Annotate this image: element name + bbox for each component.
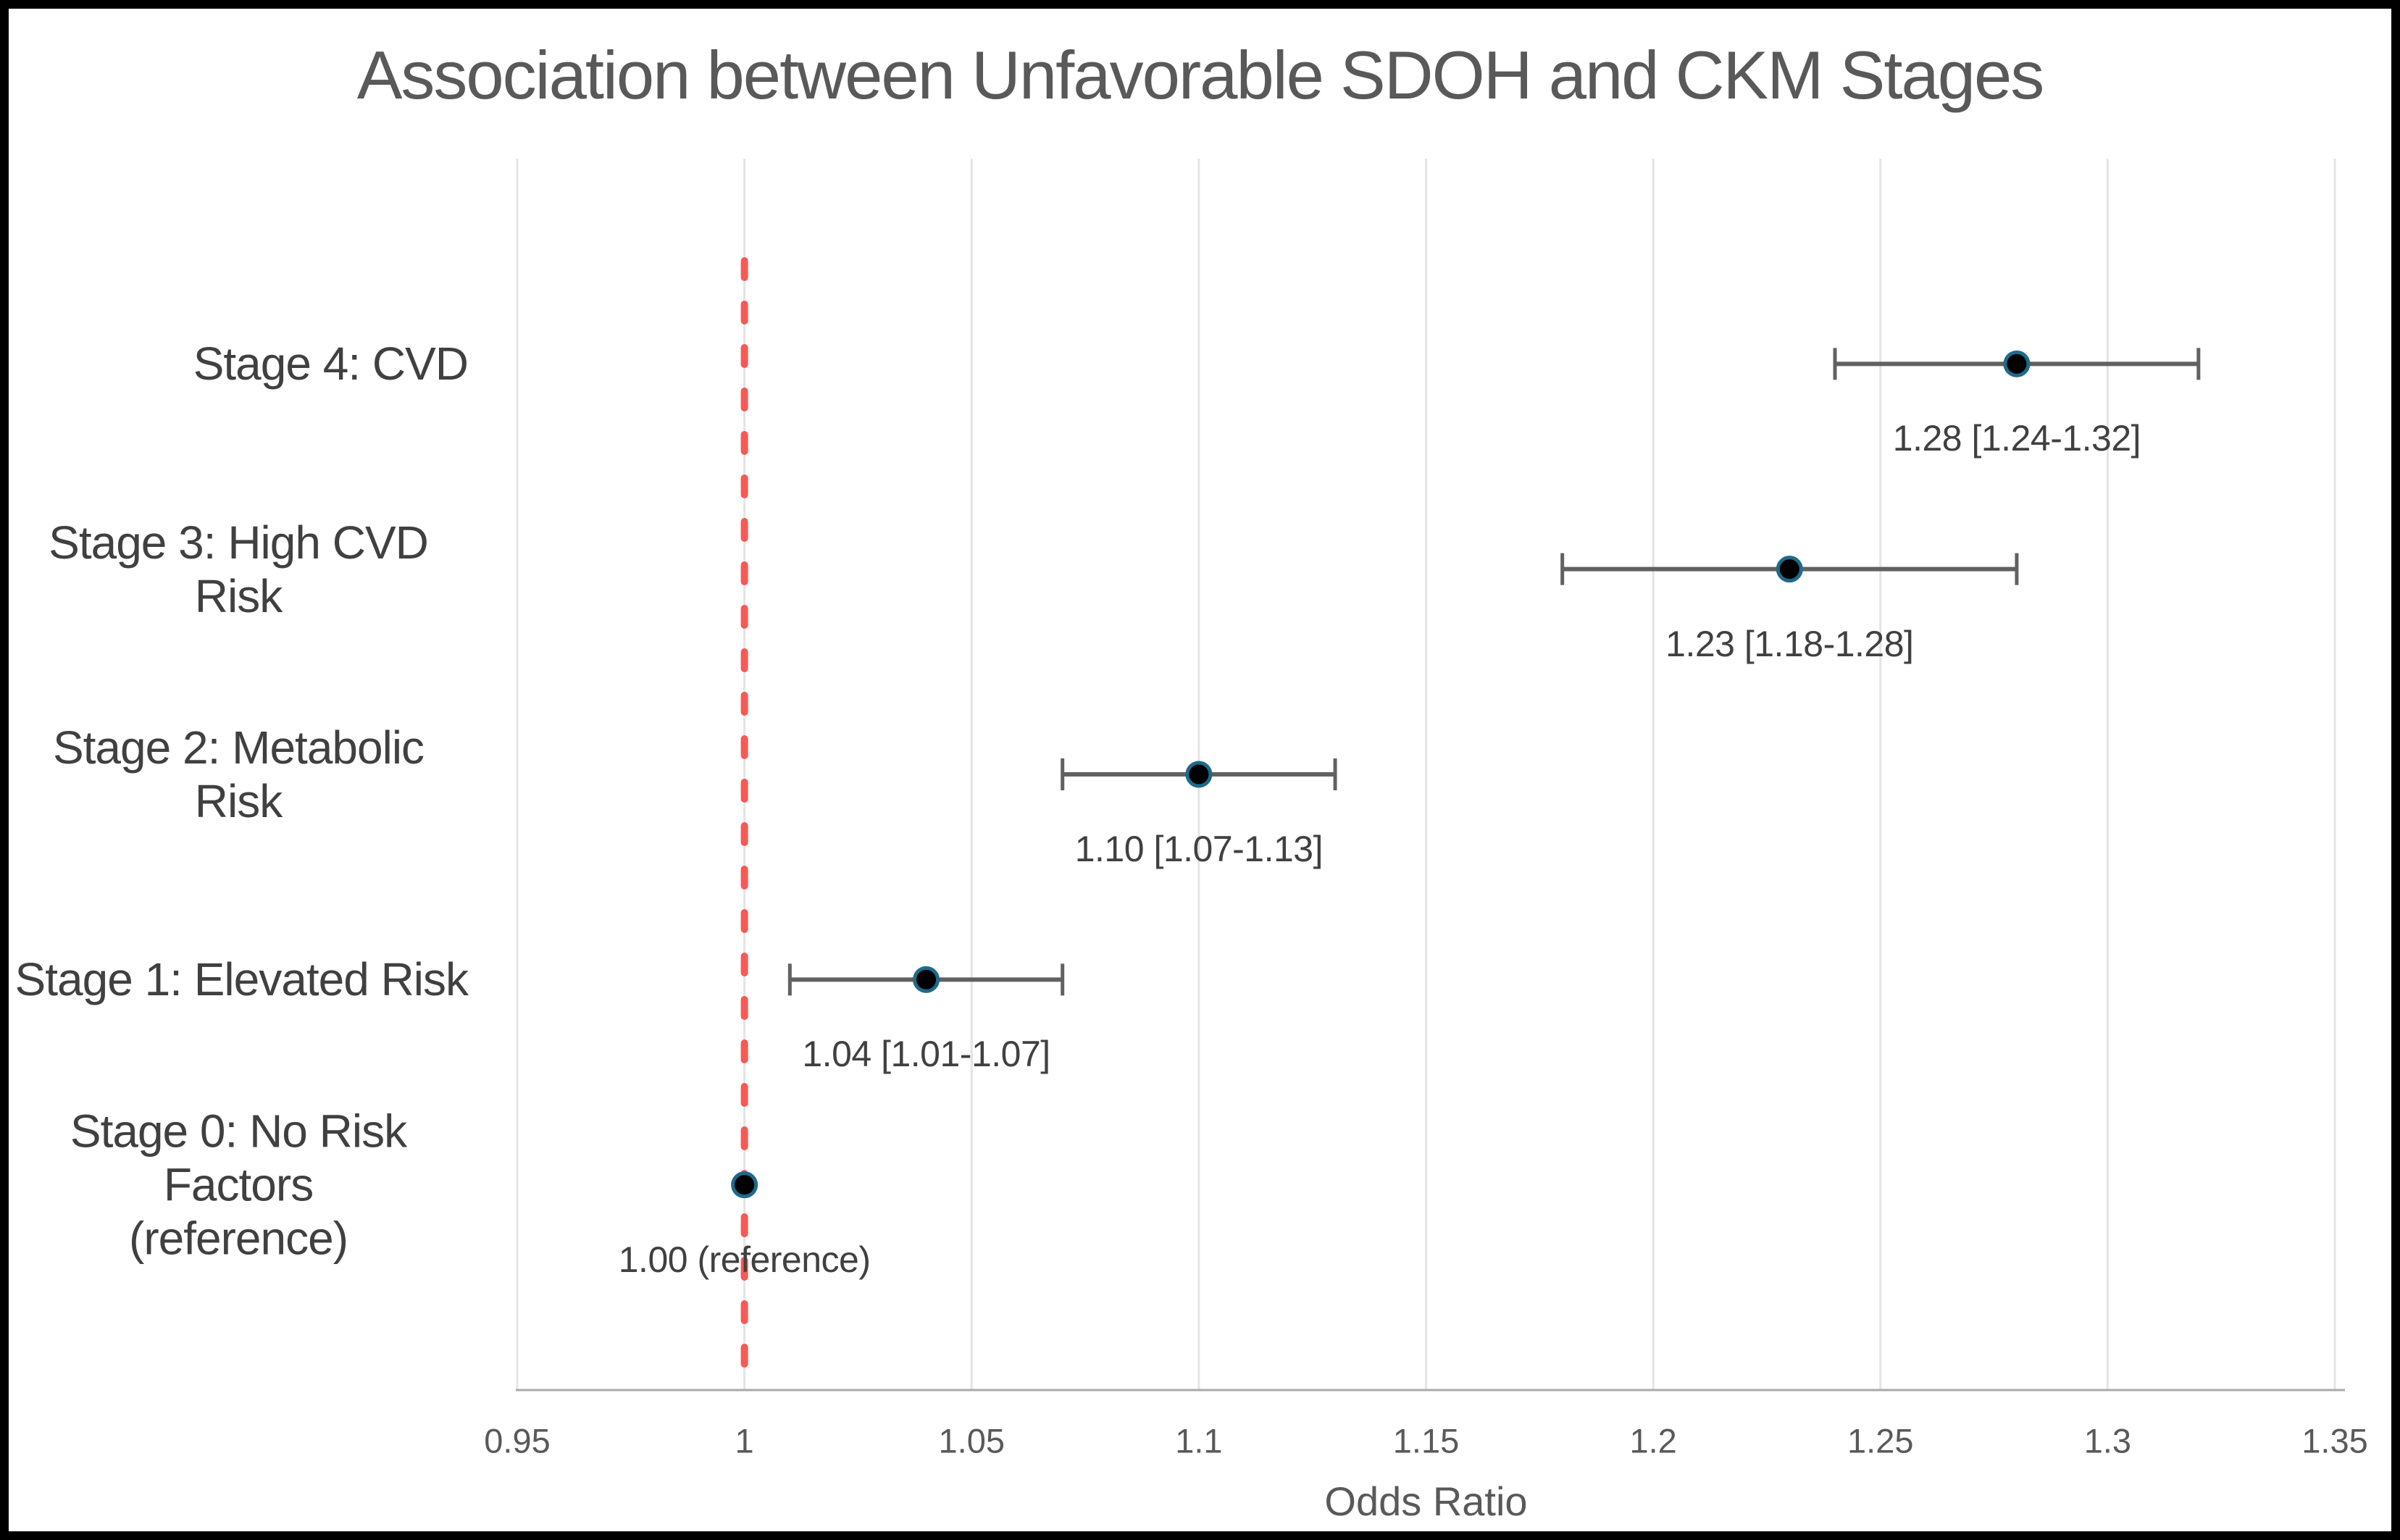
x-axis-title: Odds Ratio [1324,1478,1528,1524]
point-marker [1776,556,1803,583]
row-label: Stage 0: No Risk Factors (reference) [70,1105,407,1265]
or-annotation: 1.23 [1.18-1.28] [1665,623,1914,664]
point-marker [1185,761,1213,788]
point-marker [913,966,940,993]
point-marker [2003,350,2031,377]
chart-title: Association between Unfavorable SDOH and… [356,37,2045,113]
row-label: Stage 2: Metabolic Risk [52,721,425,827]
x-tick-label: 1.1 [1175,1421,1223,1460]
x-tick-label: 1.2 [1629,1421,1677,1460]
point-marker [731,1171,758,1199]
row-label: Stage 1: Elevated Risk [14,953,469,1006]
x-tick-label: 1.15 [1392,1421,1460,1460]
or-annotation: 1.00 (reference) [618,1239,871,1280]
or-annotation: 1.04 [1.01-1.07] [802,1034,1050,1075]
or-annotation: 1.28 [1.24-1.32] [1892,418,2141,459]
row-label: Stage 4: CVD [193,338,469,390]
row-label: Stage 3: High CVD Risk [49,516,429,622]
x-tick-label: 0.95 [484,1421,551,1460]
x-tick-label: 1.35 [2301,1421,2368,1460]
or-annotation: 1.10 [1.07-1.13] [1074,829,1324,869]
x-tick-label: 1.25 [1847,1421,1914,1460]
x-tick-label: 1.05 [938,1421,1005,1460]
x-tick-label: 1.3 [2083,1421,2132,1460]
plot-area [516,159,2345,1394]
x-tick-label: 1 [735,1421,754,1460]
